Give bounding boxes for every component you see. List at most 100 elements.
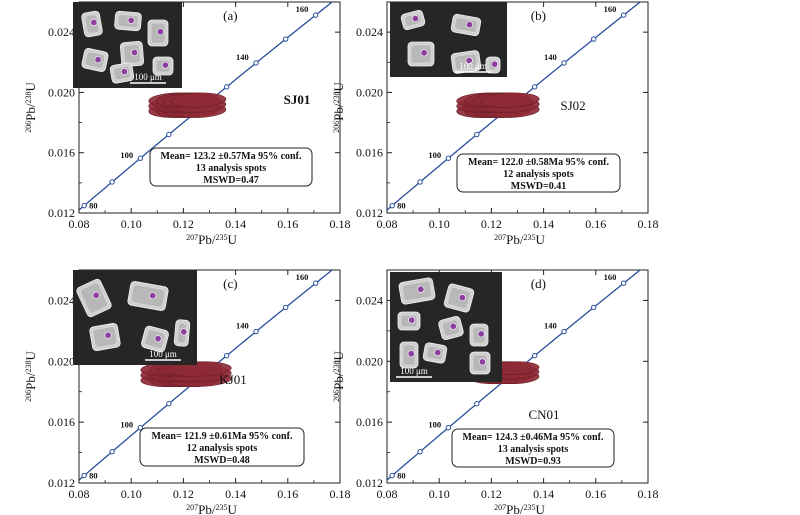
analysis-spot <box>465 57 473 65</box>
analysis-spot <box>411 15 419 23</box>
age-marker <box>223 352 230 359</box>
age-marker <box>591 304 597 311</box>
zircon-grain <box>485 56 501 74</box>
zircon-grain <box>147 19 169 47</box>
x-tick-label: 0.10 <box>121 487 142 501</box>
analysis-spot <box>458 294 466 302</box>
zircon-grain <box>114 10 142 32</box>
analysis-spot <box>154 335 162 343</box>
age-label: 160 <box>604 272 617 282</box>
age-marker <box>283 36 289 42</box>
zircon-grain <box>469 323 489 347</box>
age-marker <box>109 448 115 455</box>
result-mswd: MSWD=0.48 <box>194 455 249 466</box>
zircon-grain <box>152 56 174 76</box>
result-box <box>451 428 615 468</box>
analysis-spot <box>131 49 139 57</box>
cl-image-inset: 100 μm <box>390 2 507 77</box>
age-marker <box>137 155 144 161</box>
x-tick-label: 0.10 <box>121 217 142 231</box>
age-marker <box>137 425 144 431</box>
analysis-spot <box>104 331 112 339</box>
age-label: 140 <box>544 321 557 331</box>
x-tick-label: 0.12 <box>173 217 194 231</box>
x-tick-label: 0.10 <box>429 487 450 501</box>
y-tick-label: 0.012 <box>356 206 383 220</box>
zircon-grain <box>119 41 145 67</box>
analysis-spot <box>420 49 428 57</box>
zircon-grain <box>81 10 103 38</box>
age-label: 160 <box>604 4 617 14</box>
age-label: 140 <box>236 52 249 62</box>
age-label: 100 <box>428 150 441 160</box>
analysis-spot <box>408 316 416 324</box>
x-tick-label: 0.18 <box>638 217 659 231</box>
age-marker <box>445 425 452 431</box>
analysis-spot <box>449 322 457 330</box>
data-ellipse <box>480 92 540 108</box>
zircon-grain <box>141 325 169 353</box>
age-marker <box>344 257 348 261</box>
y-tick-label: 0.024 <box>356 25 383 39</box>
zircon-grain <box>398 277 436 305</box>
analysis-spot <box>434 349 442 357</box>
analysis-spot <box>90 18 98 26</box>
analysis-spot <box>156 28 164 36</box>
age-marker <box>531 84 538 90</box>
age-marker <box>652 257 656 261</box>
scale-bar-label: 100 μm <box>459 61 487 71</box>
age-label: 100 <box>120 420 133 430</box>
x-tick-label: 0.12 <box>481 217 502 231</box>
zircon-grain <box>127 281 169 311</box>
x-tick-label: 0.12 <box>173 487 194 501</box>
y-tick-label: 0.020 <box>48 354 75 368</box>
age-label: 160 <box>296 4 309 14</box>
y-tick-label: 0.024 <box>48 293 75 307</box>
data-ellipse <box>171 92 227 108</box>
panel-letter: (b) <box>531 8 546 23</box>
cl-image-inset: 100 μm <box>73 2 182 88</box>
y-tick-label: 0.020 <box>356 354 383 368</box>
age-marker <box>253 60 259 66</box>
age-marker <box>620 12 627 18</box>
zircon-grain <box>450 50 482 74</box>
x-tick-label: 0.08 <box>69 487 90 501</box>
zircon-grain <box>81 48 109 72</box>
panel-letter: (d) <box>531 276 546 291</box>
y-axis-label: 206Pb/238U <box>331 82 346 133</box>
zircon-grain <box>109 62 135 84</box>
y-tick-label: 0.020 <box>48 85 75 99</box>
x-tick-label: 0.18 <box>330 487 351 501</box>
sample-name: KJ01 <box>219 372 246 387</box>
x-tick-label: 0.16 <box>585 217 606 231</box>
y-tick-label: 0.020 <box>356 85 383 99</box>
zircon-grain <box>76 278 112 318</box>
scale-bar-label: 100 μm <box>400 366 428 376</box>
cl-image-inset: 100 μm <box>390 272 502 382</box>
age-marker <box>445 155 452 161</box>
analysis-spot <box>120 68 128 76</box>
age-marker <box>531 352 538 359</box>
x-axis-label: 207Pb/235U <box>186 232 237 247</box>
analysis-spot <box>92 291 100 299</box>
sample-name: SJ02 <box>560 98 585 113</box>
zircon-grain <box>450 13 482 37</box>
age-marker <box>417 448 423 455</box>
y-tick-label: 0.016 <box>48 415 75 429</box>
x-axis-label: 207Pb/235U <box>494 232 545 247</box>
result-box <box>139 427 305 467</box>
age-marker <box>591 36 597 42</box>
plot-area <box>79 2 334 211</box>
x-tick-label: 0.14 <box>225 487 246 501</box>
ellipse-cluster <box>148 92 227 118</box>
cl-image-inset: 100 μm <box>73 270 197 365</box>
x-tick-label: 0.16 <box>277 487 298 501</box>
age-label: 80 <box>397 201 406 211</box>
age-marker <box>389 202 395 209</box>
concordia-panel-a: 80 100 140 160 0.08 0.10 0.12 0.14 0.16 0.18 0.012… <box>23 1 351 247</box>
concordia-panel-c: 80 100 140 160 0.08 0.10 0.12 0.14 0.16 0.18 0.012… <box>23 257 351 515</box>
zircon-grain <box>399 341 419 369</box>
analysis-spot <box>127 16 135 24</box>
panel-letter: (c) <box>223 276 237 291</box>
plot-area <box>387 2 642 211</box>
